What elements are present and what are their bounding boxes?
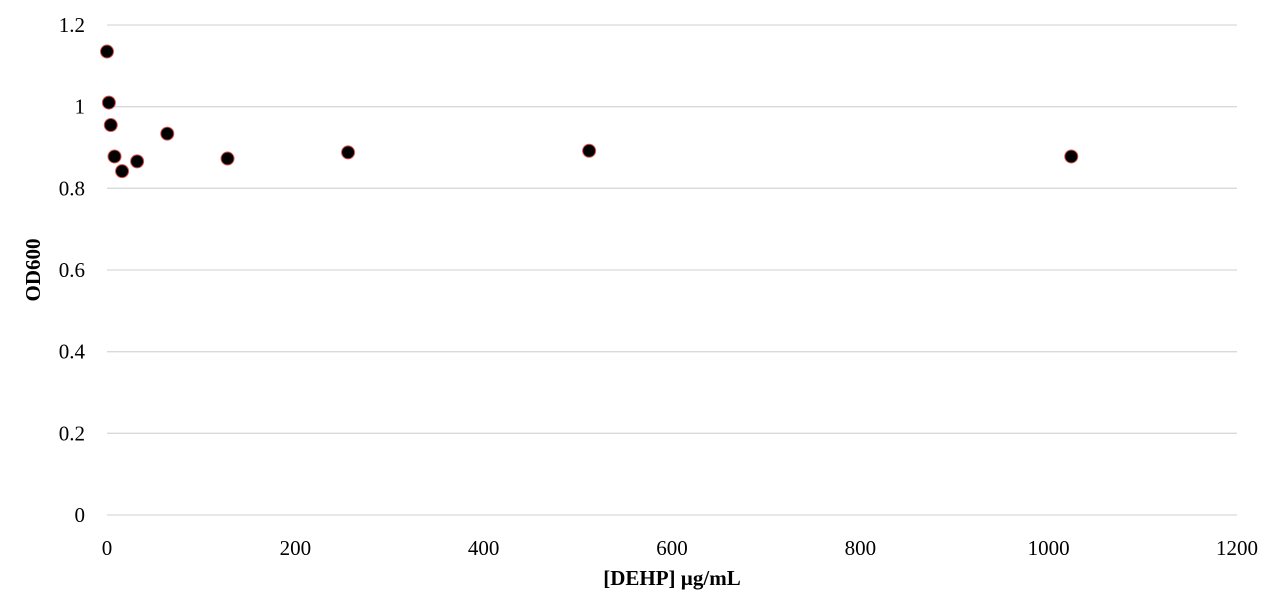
y-tick-label: 0.8 [59, 176, 85, 200]
y-tick-label: 0.2 [59, 421, 85, 445]
x-tick-label: 1000 [1028, 536, 1070, 560]
gridlines [107, 24, 1237, 516]
data-point [160, 126, 175, 141]
x-axis-ticks: 0 200 400 600 800 1000 1200 [102, 536, 1258, 560]
y-tick-label: 0.4 [59, 340, 86, 364]
y-axis-title: OD600 [21, 239, 45, 302]
x-tick-label: 0 [102, 536, 113, 560]
data-point [103, 118, 118, 133]
data-point [220, 151, 235, 166]
x-tick-label: 200 [280, 536, 312, 560]
y-tick-label: 1.2 [59, 13, 85, 37]
x-tick-label: 400 [468, 536, 500, 560]
x-tick-label: 1200 [1216, 536, 1258, 560]
data-point [1064, 149, 1079, 164]
y-tick-label: 0.6 [59, 258, 85, 282]
data-point [582, 143, 597, 158]
y-tick-label: 1 [75, 95, 86, 119]
data-point [130, 154, 145, 169]
data-point [101, 95, 116, 110]
data-point [100, 44, 114, 59]
y-tick-label: 0 [75, 503, 86, 527]
data-point [115, 164, 130, 179]
data-point [107, 149, 122, 164]
data-points [100, 44, 1079, 179]
data-point [341, 145, 356, 160]
x-axis-title: [DEHP] µg/mL [603, 566, 741, 590]
x-tick-label: 800 [845, 536, 877, 560]
y-axis-ticks: 0 0.2 0.4 0.6 0.8 1 1.2 [59, 13, 86, 527]
x-tick-label: 600 [656, 536, 688, 560]
